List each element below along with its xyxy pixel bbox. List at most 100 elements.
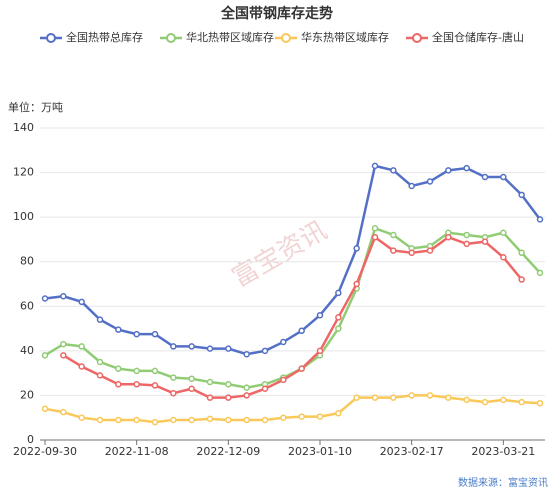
data-point <box>206 415 214 423</box>
data-point <box>426 178 434 185</box>
data-point <box>115 326 122 333</box>
data-point <box>371 162 379 170</box>
data-point <box>518 249 525 257</box>
data-point <box>115 381 122 388</box>
data-point <box>445 233 452 241</box>
x-tick-label: 2023-03-21 <box>471 445 535 458</box>
series-line <box>44 164 542 356</box>
legend-label: 华东热带区域库存 <box>301 30 389 44</box>
data-point <box>536 399 544 407</box>
data-point <box>335 314 342 321</box>
data-point <box>96 316 104 323</box>
data-point <box>225 381 232 388</box>
data-point <box>353 280 360 288</box>
data-point <box>170 389 177 397</box>
legend-marker <box>46 33 56 43</box>
data-point <box>390 247 397 254</box>
data-point <box>500 173 507 181</box>
y-tick-label: 80 <box>20 255 34 268</box>
data-point <box>243 384 250 391</box>
data-point <box>60 293 67 300</box>
data-point <box>225 416 232 424</box>
data-point <box>408 392 415 399</box>
data-point <box>280 338 287 346</box>
data-point <box>243 392 250 399</box>
y-tick-label: 40 <box>20 344 34 357</box>
data-point <box>335 289 342 297</box>
legend-label: 全国热带总库存 <box>66 30 143 44</box>
data-point <box>133 367 140 375</box>
data-point <box>225 345 232 352</box>
legend-label: 华北热带区域库存 <box>186 30 274 44</box>
data-point <box>151 418 159 426</box>
data-point <box>206 345 214 352</box>
data-point <box>170 343 177 350</box>
data-point <box>261 385 269 392</box>
data-point <box>500 396 507 404</box>
data-point <box>151 367 159 375</box>
y-tick-label: 100 <box>13 210 34 223</box>
data-point <box>133 416 140 424</box>
data-point <box>60 408 67 416</box>
data-point <box>60 352 67 359</box>
data-point <box>390 231 397 239</box>
data-point <box>316 311 324 319</box>
data-point <box>463 396 470 404</box>
data-point <box>151 330 159 338</box>
data-point <box>445 167 452 174</box>
data-point <box>41 405 49 413</box>
data-point <box>316 347 324 355</box>
data-point <box>78 343 85 350</box>
data-point <box>41 352 49 359</box>
y-tick-label: 0 <box>27 433 34 446</box>
data-point <box>445 394 452 401</box>
legend-marker <box>412 33 422 43</box>
data-point <box>518 276 525 283</box>
data-point <box>78 363 85 370</box>
data-point <box>243 416 250 424</box>
x-tick-label: 2022-12-09 <box>196 445 260 458</box>
data-point <box>371 225 379 232</box>
data-point <box>133 330 140 338</box>
legend-marker <box>166 33 176 43</box>
data-point <box>426 392 434 399</box>
data-point <box>408 182 415 190</box>
data-point <box>133 381 140 388</box>
data-point <box>298 365 305 372</box>
data-point <box>170 374 177 381</box>
x-tick-label: 2022-09-30 <box>13 445 77 458</box>
data-point <box>41 295 49 302</box>
legend-label: 全国仓储库存-唐山 <box>432 30 524 44</box>
y-unit: 单位：万吨 <box>8 100 63 114</box>
data-point <box>188 375 195 382</box>
data-point <box>280 414 287 421</box>
data-point <box>390 394 397 401</box>
data-point <box>96 358 104 366</box>
source: 数据来源：富宝资讯 <box>458 476 548 489</box>
data-point <box>426 247 434 254</box>
data-point <box>261 416 269 424</box>
data-point <box>170 416 177 424</box>
data-point <box>481 173 489 181</box>
data-point <box>353 245 360 252</box>
x-tick-label: 2023-01-10 <box>288 445 352 458</box>
data-point <box>115 365 122 372</box>
x-tick-label: 2023-02-17 <box>380 445 444 458</box>
data-point <box>463 164 470 172</box>
data-point <box>536 269 544 277</box>
series-line <box>44 394 541 424</box>
data-point <box>500 229 507 236</box>
data-point <box>500 254 507 261</box>
data-point <box>316 413 324 420</box>
data-point <box>536 216 544 223</box>
data-point <box>188 385 195 392</box>
data-point <box>371 394 379 401</box>
data-point <box>298 413 305 420</box>
data-point <box>481 238 489 245</box>
data-point <box>151 382 159 389</box>
chart-title: 全国带钢库存走势 <box>220 5 333 22</box>
data-point <box>335 410 342 417</box>
watermark: 富宝资讯 <box>227 216 332 294</box>
